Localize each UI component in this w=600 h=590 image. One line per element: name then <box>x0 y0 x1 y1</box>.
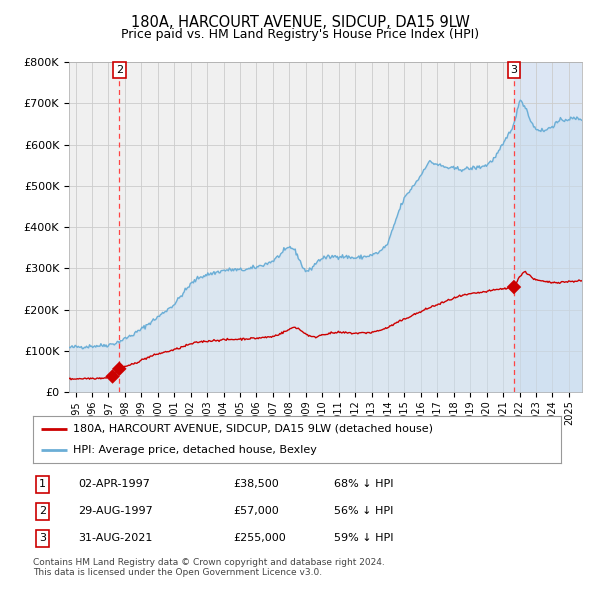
Text: 68% ↓ HPI: 68% ↓ HPI <box>334 479 394 489</box>
Text: 02-APR-1997: 02-APR-1997 <box>78 479 150 489</box>
Text: £255,000: £255,000 <box>233 533 286 543</box>
Text: 180A, HARCOURT AVENUE, SIDCUP, DA15 9LW: 180A, HARCOURT AVENUE, SIDCUP, DA15 9LW <box>131 15 469 30</box>
Text: 2: 2 <box>116 65 123 75</box>
Text: 56% ↓ HPI: 56% ↓ HPI <box>334 506 394 516</box>
Point <box>115 364 124 373</box>
Text: £57,000: £57,000 <box>233 506 280 516</box>
Text: 2: 2 <box>39 506 46 516</box>
Point <box>509 282 519 291</box>
Text: 180A, HARCOURT AVENUE, SIDCUP, DA15 9LW (detached house): 180A, HARCOURT AVENUE, SIDCUP, DA15 9LW … <box>73 424 433 434</box>
Text: £38,500: £38,500 <box>233 479 280 489</box>
Text: Price paid vs. HM Land Registry's House Price Index (HPI): Price paid vs. HM Land Registry's House … <box>121 28 479 41</box>
Bar <box>514 62 582 392</box>
Text: 1: 1 <box>39 479 46 489</box>
Text: 3: 3 <box>39 533 46 543</box>
Text: 3: 3 <box>511 65 517 75</box>
Point <box>108 372 118 381</box>
Text: Contains HM Land Registry data © Crown copyright and database right 2024.
This d: Contains HM Land Registry data © Crown c… <box>33 558 385 577</box>
Text: HPI: Average price, detached house, Bexley: HPI: Average price, detached house, Bexl… <box>73 445 316 455</box>
Text: 31-AUG-2021: 31-AUG-2021 <box>78 533 152 543</box>
Text: 29-AUG-1997: 29-AUG-1997 <box>78 506 152 516</box>
Text: 59% ↓ HPI: 59% ↓ HPI <box>334 533 394 543</box>
